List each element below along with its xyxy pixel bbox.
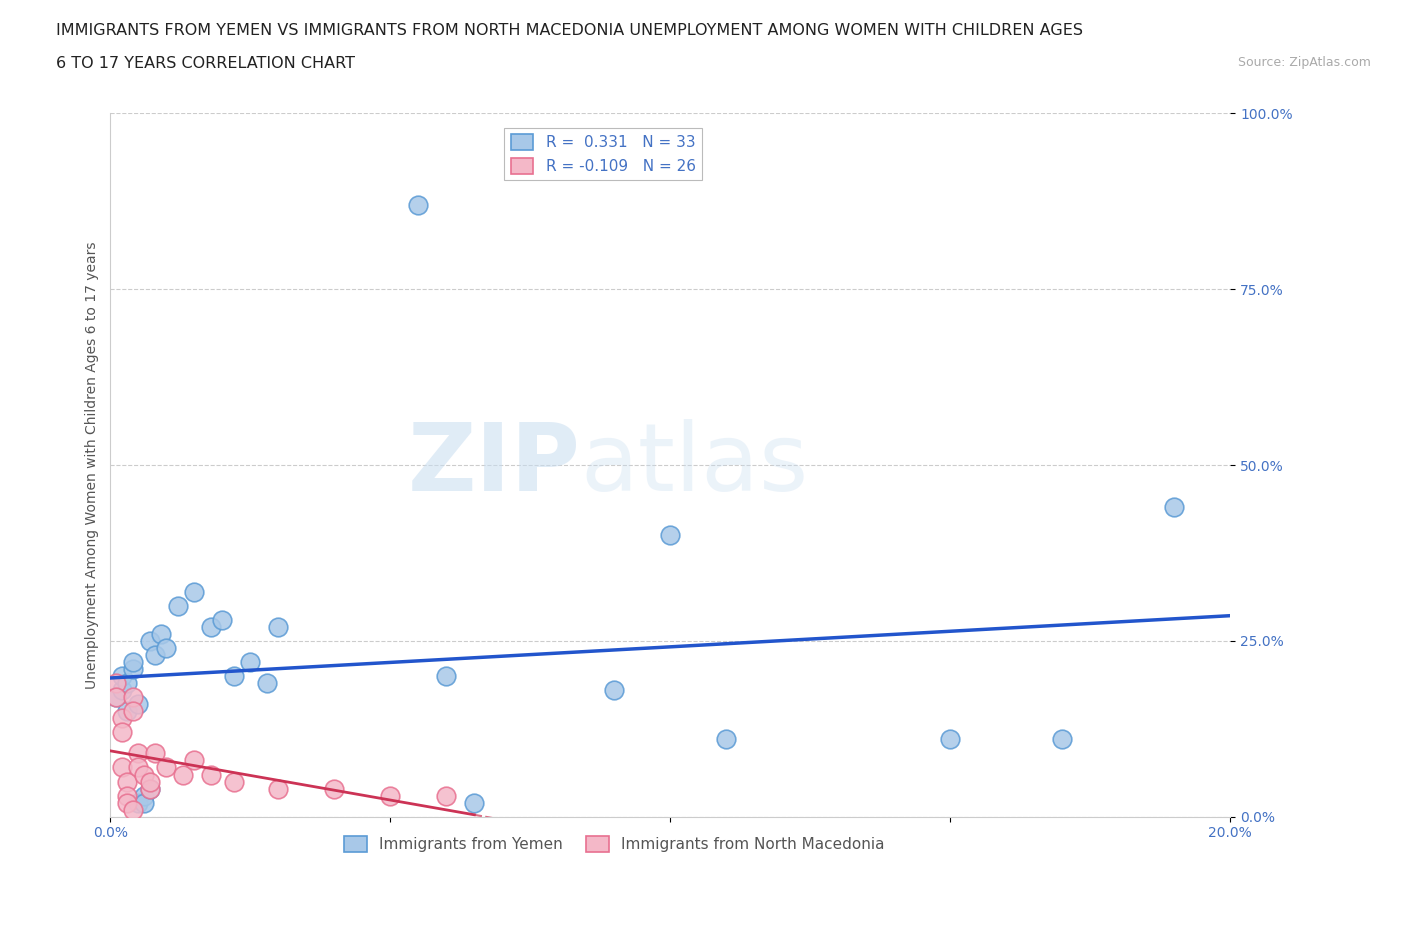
Point	[110, 669, 132, 684]
Point	[267, 781, 290, 796]
Point	[659, 528, 682, 543]
Text: Source: ZipAtlas.com: Source: ZipAtlas.com	[1237, 56, 1371, 69]
Point	[200, 619, 222, 634]
Point	[115, 789, 138, 804]
Text: atlas: atlas	[581, 419, 808, 512]
Point	[149, 627, 172, 642]
Point	[200, 767, 222, 782]
Point	[211, 612, 233, 627]
Point	[155, 641, 177, 656]
Point	[222, 774, 245, 789]
Point	[110, 724, 132, 739]
Point	[121, 690, 143, 705]
Point	[183, 753, 205, 768]
Point	[105, 676, 128, 691]
Point	[434, 789, 457, 804]
Point	[127, 697, 149, 711]
Point	[121, 661, 143, 676]
Point	[127, 795, 149, 810]
Point	[127, 746, 149, 761]
Point	[105, 690, 128, 705]
Point	[222, 669, 245, 684]
Legend: Immigrants from Yemen, Immigrants from North Macedonia: Immigrants from Yemen, Immigrants from N…	[337, 830, 890, 858]
Point	[132, 789, 155, 804]
Point	[172, 767, 194, 782]
Point	[166, 598, 188, 613]
Point	[143, 746, 166, 761]
Point	[115, 704, 138, 719]
Point	[127, 760, 149, 775]
Point	[939, 732, 962, 747]
Point	[121, 704, 143, 719]
Point	[132, 767, 155, 782]
Point	[256, 676, 278, 691]
Point	[716, 732, 738, 747]
Point	[463, 795, 485, 810]
Point	[115, 676, 138, 691]
Y-axis label: Unemployment Among Women with Children Ages 6 to 17 years: Unemployment Among Women with Children A…	[86, 242, 100, 689]
Point	[323, 781, 346, 796]
Point	[143, 647, 166, 662]
Point	[121, 655, 143, 670]
Point	[138, 633, 160, 648]
Point	[105, 690, 128, 705]
Point	[110, 760, 132, 775]
Point	[183, 584, 205, 599]
Point	[239, 655, 262, 670]
Point	[115, 774, 138, 789]
Point	[138, 781, 160, 796]
Point	[380, 789, 402, 804]
Point	[121, 803, 143, 817]
Point	[115, 795, 138, 810]
Point	[603, 683, 626, 698]
Point	[138, 774, 160, 789]
Point	[138, 781, 160, 796]
Point	[434, 669, 457, 684]
Point	[132, 795, 155, 810]
Point	[1052, 732, 1074, 747]
Text: 6 TO 17 YEARS CORRELATION CHART: 6 TO 17 YEARS CORRELATION CHART	[56, 56, 356, 71]
Point	[110, 683, 132, 698]
Point	[267, 619, 290, 634]
Text: ZIP: ZIP	[408, 419, 581, 512]
Point	[1163, 499, 1185, 514]
Text: IMMIGRANTS FROM YEMEN VS IMMIGRANTS FROM NORTH MACEDONIA UNEMPLOYMENT AMONG WOME: IMMIGRANTS FROM YEMEN VS IMMIGRANTS FROM…	[56, 23, 1083, 38]
Point	[110, 711, 132, 725]
Point	[408, 197, 430, 212]
Point	[155, 760, 177, 775]
